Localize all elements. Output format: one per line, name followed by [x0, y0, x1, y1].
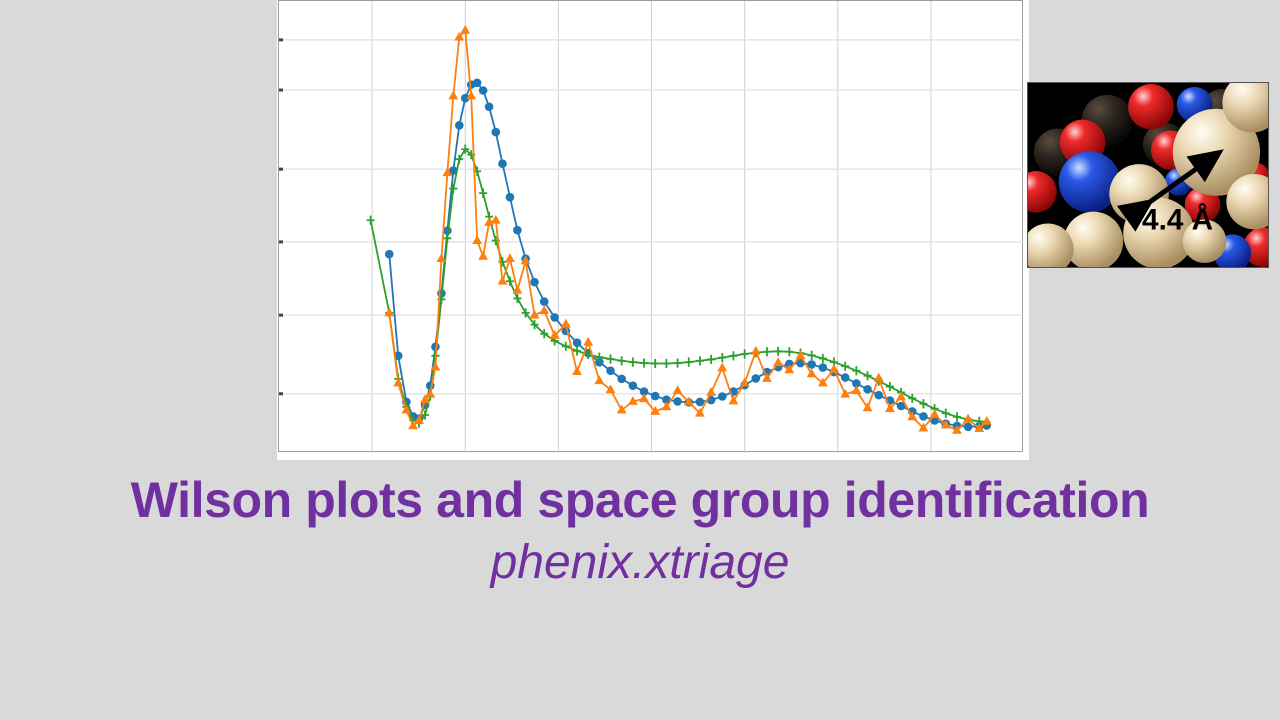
y-axis-ticks	[279, 38, 283, 396]
molecular-model-graphic: 4.4 Å	[1028, 83, 1268, 267]
series-1[interactable]	[366, 144, 991, 428]
plot-canvas[interactable]	[279, 1, 1024, 453]
wilson-plot-panel: Observed Expected	[277, 0, 1269, 460]
title-block: Wilson plots and space group identificat…	[0, 468, 1280, 594]
page-subtitle: phenix.xtriage	[490, 536, 790, 589]
inset-distance-label: 4.4 Å	[1142, 203, 1213, 236]
plot-frame	[278, 0, 1024, 453]
molecular-model-inset: 4.4 Å	[1027, 82, 1269, 268]
series-2[interactable]	[384, 24, 992, 434]
gridlines	[279, 1, 1024, 453]
series-0[interactable]	[384, 78, 992, 432]
page-title: Wilson plots and space group identificat…	[130, 472, 1150, 528]
